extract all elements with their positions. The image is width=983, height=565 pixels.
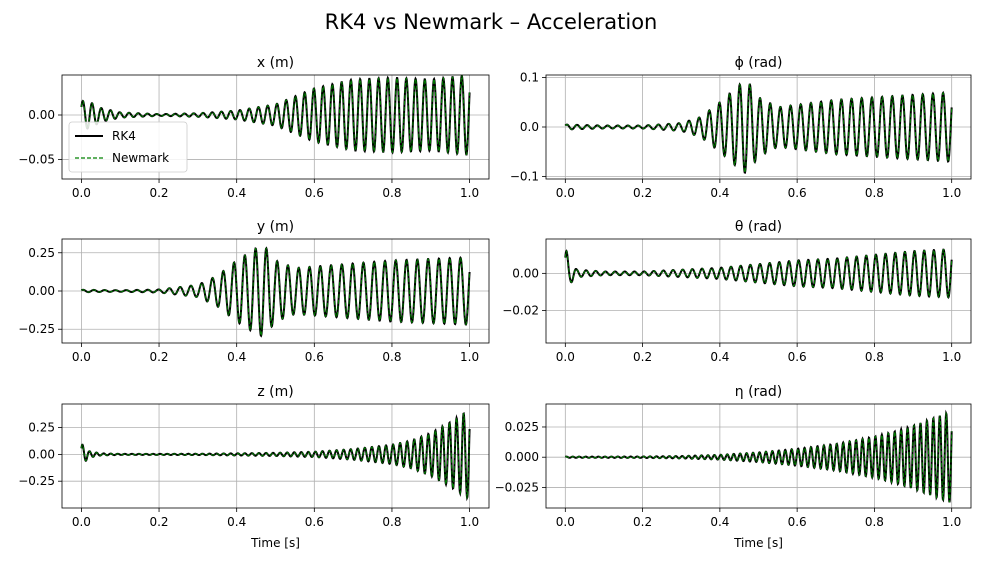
subplot-2: ϕ (rad) 0.0 0.2 0.4 0.6 0.8 1.0 0.1 0.0 −0.1	[510, 55, 972, 200]
x-tick-label: 1.0	[460, 515, 479, 529]
subplot-grid: x (m) 0.0 0.2 0.4 0.6 0.8 1.0 0.00 −0.05 RK4 Newma…	[18, 55, 972, 550]
x-tick-label: 0.8	[382, 186, 401, 200]
y-tick-label: 0.025	[505, 420, 539, 434]
subplot-title: x (m)	[257, 55, 294, 71]
y-tick-label: 0.00	[28, 447, 55, 461]
y-tick-label: −0.05	[18, 152, 55, 166]
x-tick-label: 0.0	[556, 350, 575, 364]
x-tick-label: 0.2	[149, 515, 168, 529]
axes-frame	[545, 238, 972, 344]
y-tick-label: −0.25	[18, 474, 55, 488]
y-tick-label: 0.00	[28, 108, 55, 122]
axes-frame	[61, 403, 490, 509]
subplot-title: z (m)	[257, 384, 293, 400]
subplot-5: z (m) 0.0 0.2 0.4 0.6 0.8 1.0 0.25 0.00 −0.25 Time…	[18, 384, 490, 550]
legend: RK4 Newmark	[68, 121, 188, 173]
x-axis-label: Time [s]	[733, 536, 783, 550]
x-tick-label: 0.0	[556, 515, 575, 529]
x-tick-label: 0.8	[865, 515, 884, 529]
y-tick-label: 0.0	[520, 120, 539, 134]
x-tick-label: 0.8	[865, 186, 884, 200]
y-tick-label: 0.1	[520, 70, 539, 84]
subplot-title: ϕ (rad)	[735, 55, 783, 71]
subplot-title: η (rad)	[735, 384, 782, 400]
x-tick-label: 0.6	[788, 515, 807, 529]
y-tick-label: 0.000	[505, 450, 539, 464]
x-tick-label: 0.2	[633, 515, 652, 529]
x-tick-label: 0.0	[556, 186, 575, 200]
x-tick-label: 1.0	[942, 515, 961, 529]
x-tick-label: 0.2	[633, 350, 652, 364]
series-line-newmark	[565, 411, 953, 503]
y-tick-label: 0.00	[512, 266, 539, 280]
subplot-title: θ (rad)	[735, 219, 782, 235]
y-tick-label: −0.25	[18, 322, 55, 336]
x-tick-label: 0.4	[710, 350, 729, 364]
x-tick-label: 0.6	[305, 515, 324, 529]
series-line-newmark	[564, 249, 953, 299]
legend-frame	[68, 121, 188, 173]
x-tick-label: 0.4	[227, 186, 246, 200]
subplot-6: η (rad) 0.0 0.2 0.4 0.6 0.8 1.0 0.025 0.000 −0.02…	[495, 384, 972, 550]
x-tick-label: 1.0	[942, 186, 961, 200]
x-tick-label: 0.6	[788, 350, 807, 364]
series-line-newmark	[80, 412, 471, 500]
x-tick-label: 0.2	[149, 186, 168, 200]
subplot-1: x (m) 0.0 0.2 0.4 0.6 0.8 1.0 0.00 −0.05 RK4 Newma…	[18, 55, 490, 200]
y-tick-label: −0.1	[510, 170, 539, 184]
x-tick-label: 0.0	[72, 515, 91, 529]
y-tick-label: −0.025	[495, 480, 539, 494]
x-tick-label: 0.8	[865, 350, 884, 364]
axes-frame	[545, 403, 972, 509]
figure-title: RK4 vs Newmark – Acceleration	[325, 10, 658, 34]
legend-label: Newmark	[112, 151, 169, 165]
axes-frame	[61, 74, 490, 180]
series-line-newmark	[81, 247, 471, 337]
series-line-newmark	[80, 75, 471, 155]
x-axis-label: Time [s]	[250, 536, 300, 550]
x-tick-label: 0.8	[382, 350, 401, 364]
series-line-newmark	[564, 83, 953, 174]
y-tick-label: 0.25	[28, 246, 55, 260]
y-tick-label: 0.00	[28, 284, 55, 298]
x-tick-label: 1.0	[942, 350, 961, 364]
y-tick-label: −0.02	[502, 304, 539, 318]
x-tick-label: 0.0	[72, 350, 91, 364]
x-tick-label: 0.8	[382, 515, 401, 529]
x-tick-label: 0.6	[305, 186, 324, 200]
x-tick-label: 0.2	[633, 186, 652, 200]
y-tick-label: 0.25	[28, 421, 55, 435]
subplot-3: y (m) 0.0 0.2 0.4 0.6 0.8 1.0 0.25 0.00 −0.25	[18, 219, 490, 364]
x-tick-label: 0.6	[788, 186, 807, 200]
x-tick-label: 0.6	[305, 350, 324, 364]
x-tick-label: 1.0	[460, 186, 479, 200]
x-tick-label: 1.0	[460, 350, 479, 364]
x-tick-label: 0.4	[227, 515, 246, 529]
subplot-title: y (m)	[257, 219, 294, 235]
x-tick-label: 0.4	[710, 186, 729, 200]
x-tick-label: 0.4	[710, 515, 729, 529]
legend-label: RK4	[112, 129, 136, 143]
x-tick-label: 0.0	[72, 186, 91, 200]
x-tick-label: 0.4	[227, 350, 246, 364]
x-tick-label: 0.2	[149, 350, 168, 364]
subplot-4: θ (rad) 0.0 0.2 0.4 0.6 0.8 1.0 0.00 −0.02	[502, 219, 972, 364]
